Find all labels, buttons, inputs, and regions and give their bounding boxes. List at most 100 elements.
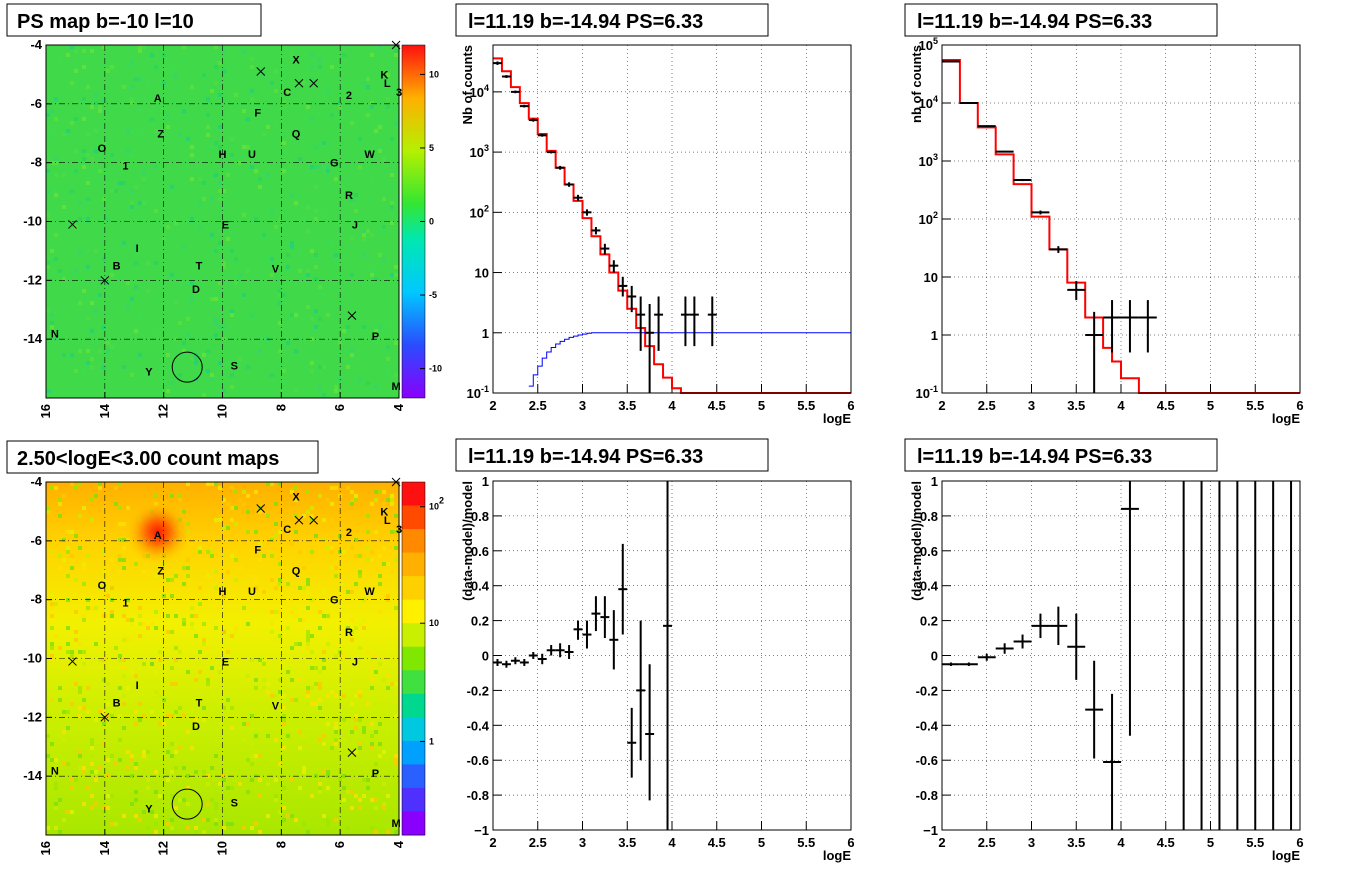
heatmap-pixel [298, 586, 302, 590]
heatmap-pixel [154, 566, 158, 570]
heatmap-pixel [374, 530, 378, 534]
heatmap-pixel [354, 714, 358, 718]
y-tick-label: -6 [30, 96, 42, 111]
heatmap-pixel [90, 606, 94, 610]
heatmap-pixel [226, 650, 230, 654]
heatmap-pixel [282, 293, 286, 297]
heatmap-pixel [150, 730, 154, 734]
heatmap-pixel [218, 181, 222, 185]
heatmap-pixel [230, 309, 234, 313]
heatmap-pixel [334, 738, 338, 742]
heatmap-pixel [82, 802, 86, 806]
heatmap-pixel [278, 321, 282, 325]
heatmap-pixel [390, 213, 394, 217]
x-axis-label: logE [1272, 848, 1300, 863]
heatmap-pixel [386, 574, 390, 578]
heatmap-pixel [258, 794, 262, 798]
panel-title-count-map: 2.50<logE<3.00 count maps [6, 440, 319, 474]
source-label: K [380, 69, 388, 81]
heatmap-pixel [390, 502, 394, 506]
heatmap-pixel [374, 702, 378, 706]
heatmap-pixel [202, 638, 206, 642]
heatmap-pixel [142, 662, 146, 666]
heatmap-pixel [74, 269, 78, 273]
heatmap-pixel [166, 614, 170, 618]
heatmap-pixel [86, 85, 90, 89]
heatmap-pixel [78, 766, 82, 770]
heatmap-pixel [278, 810, 282, 814]
heatmap-pixel [234, 626, 238, 630]
heatmap-pixel [314, 534, 318, 538]
source-cross [100, 712, 110, 722]
y-tick-label: -0.8 [916, 788, 938, 803]
heatmap-pixel [182, 798, 186, 802]
heatmap-pixel [294, 201, 298, 205]
heatmap-pixel [366, 558, 370, 562]
heatmap-pixel [322, 518, 326, 522]
source-label: R [345, 190, 353, 202]
heatmap-pixel [102, 614, 106, 618]
source-label: A [154, 530, 162, 542]
heatmap-pixel [46, 586, 50, 590]
heatmap-pixel [270, 257, 274, 261]
heatmap-pixel [82, 65, 86, 69]
heatmap-pixel [270, 273, 274, 277]
heatmap-pixel [326, 770, 330, 774]
heatmap-pixel [206, 818, 210, 822]
svg-text:PS map b=-10 l=10: PS map b=-10 l=10 [17, 11, 194, 33]
heatmap-pixel [290, 814, 294, 818]
heatmap-pixel [278, 530, 282, 534]
heatmap-pixel [334, 253, 338, 257]
heatmap-pixel [346, 718, 350, 722]
heatmap-pixel [230, 786, 234, 790]
heatmap-pixel [102, 718, 106, 722]
heatmap-pixel [218, 93, 222, 97]
y-tick-label: -0.4 [467, 718, 490, 733]
heatmap-pixel [146, 626, 150, 630]
heatmap-pixel [106, 594, 110, 598]
heatmap-pixel [106, 806, 110, 810]
heatmap-pixel [86, 590, 90, 594]
heatmap-pixel [178, 373, 182, 377]
heatmap-pixel [318, 786, 322, 790]
x-tick-label: 5 [1207, 835, 1214, 850]
heatmap-pixel [274, 522, 278, 526]
heatmap-pixel [134, 798, 138, 802]
y-tick-label: 0.8 [920, 509, 938, 524]
heatmap-pixel [82, 149, 86, 153]
heatmap-pixel [294, 614, 298, 618]
heatmap-pixel [354, 626, 358, 630]
heatmap-pixel [166, 353, 170, 357]
heatmap-pixel [382, 225, 386, 229]
heatmap-pixel [74, 149, 78, 153]
heatmap-pixel [106, 722, 110, 726]
colorbar-band [402, 693, 425, 718]
y-tick-label: 102 [470, 203, 489, 220]
source-label: U [248, 149, 256, 161]
heatmap-pixel [242, 826, 246, 830]
colorbar-band [402, 552, 425, 577]
residual-plot-1: 2 2.5 3 3.5 4 4.5 5 5.5 6−1-0.8-0.6-0.4-0.200.20… [460, 474, 855, 863]
heatmap-pixel [94, 177, 98, 181]
heatmap-pixel [246, 117, 250, 121]
heatmap-pixel [130, 670, 134, 674]
x-tick-label: 5.5 [797, 835, 815, 850]
heatmap-pixel [386, 369, 390, 373]
heatmap-pixel [182, 566, 186, 570]
heatmap-pixel [306, 510, 310, 514]
heatmap-pixel [262, 662, 266, 666]
heatmap-pixel [258, 542, 262, 546]
heatmap-pixel [318, 317, 322, 321]
heatmap-pixel [118, 654, 122, 658]
heatmap-pixel [122, 702, 126, 706]
heatmap-pixel [238, 566, 242, 570]
heatmap-pixel [54, 806, 58, 810]
heatmap-pixel [46, 169, 50, 173]
heatmap-pixel [214, 73, 218, 77]
heatmap-pixel [278, 217, 282, 221]
heatmap-pixel [174, 710, 178, 714]
source-label: B [113, 698, 121, 710]
svg-text:l=11.19 b=-14.94 PS=6.33: l=11.19 b=-14.94 PS=6.33 [468, 446, 703, 468]
heatmap-pixel [86, 786, 90, 790]
heatmap-pixel [206, 550, 210, 554]
